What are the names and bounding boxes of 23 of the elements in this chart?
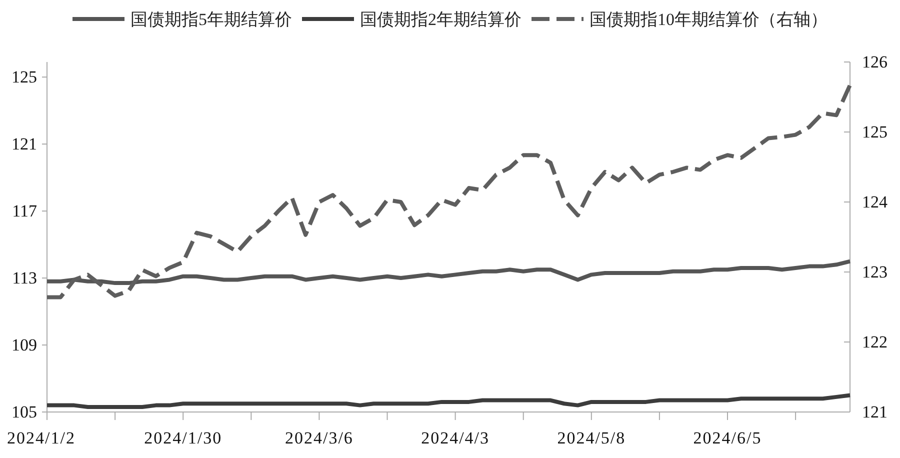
legend-label: 国债期指2年期结算价: [360, 10, 522, 29]
y2-tick-label: 126: [862, 52, 888, 72]
line-series: [45, 393, 852, 409]
y2-tick-label: 124: [862, 192, 888, 212]
y-tick-label: 113: [12, 268, 37, 288]
line-series: [45, 83, 852, 300]
x-tick-label: 2024/1/30: [144, 428, 222, 448]
legend-label: 国债期指5年期结算价: [130, 10, 292, 29]
legend-label: 国债期指10年期结算价（右轴）: [590, 10, 828, 29]
y-tick-label: 117: [12, 201, 38, 220]
y-tick-label: 121: [12, 134, 37, 154]
x-tick-label: 2024/3/6: [284, 428, 354, 448]
x-tick-label: 2024/4/3: [421, 428, 490, 448]
y-tick-label: 125: [12, 68, 37, 87]
y-tick-label: 105: [12, 402, 37, 422]
x-tick-label: 2024/5/8: [557, 428, 626, 448]
y2-tick-label: 123: [862, 262, 888, 282]
y2-tick-label: 122: [862, 332, 888, 352]
x-tick-label: 2024/1/2: [7, 428, 76, 448]
y2-tick-label: 121: [862, 402, 888, 422]
x-tick-label: 2024/6/5: [693, 428, 762, 448]
y-tick-label: 109: [12, 335, 37, 354]
y2-tick-label: 125: [862, 122, 888, 142]
